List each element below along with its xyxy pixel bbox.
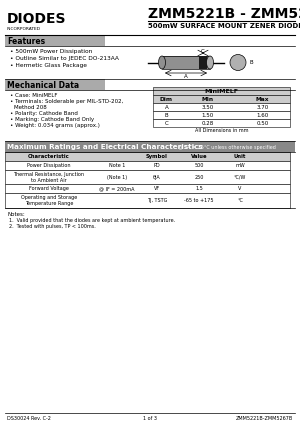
Bar [5, 184, 290, 193]
Text: ZMM5221B - ZMM5267B: ZMM5221B - ZMM5267B [148, 7, 300, 21]
Text: Maximum Ratings and Electrical Characteristics: Maximum Ratings and Electrical Character… [7, 144, 203, 150]
Text: @ TA = 25°C unless otherwise specified: @ TA = 25°C unless otherwise specified [178, 144, 276, 150]
Text: Notes:: Notes: [7, 212, 25, 217]
Text: Forward Voltage: Forward Voltage [29, 187, 69, 191]
Text: Operating and Storage: Operating and Storage [21, 195, 77, 200]
Text: θJA: θJA [153, 175, 161, 180]
Text: V: V [238, 187, 242, 191]
Text: 1.  Valid provided that the diodes are kept at ambient temperature.: 1. Valid provided that the diodes are ke… [9, 218, 175, 223]
Text: Thermal Resistance, Junction: Thermal Resistance, Junction [14, 172, 85, 177]
Text: • Outline Similar to JEDEC DO-213AA: • Outline Similar to JEDEC DO-213AA [10, 56, 119, 60]
Text: • Case: MiniMELF: • Case: MiniMELF [10, 93, 58, 97]
Text: • Weight: 0.034 grams (approx.): • Weight: 0.034 grams (approx.) [10, 122, 100, 128]
Text: • Terminals: Solderable per MIL-STD-202,: • Terminals: Solderable per MIL-STD-202, [10, 99, 123, 104]
Text: B: B [165, 113, 168, 117]
Text: 250: 250 [194, 175, 204, 180]
Bar [153, 95, 290, 103]
Text: 1.50: 1.50 [201, 113, 214, 117]
Circle shape [230, 54, 246, 71]
Text: (Note 1): (Note 1) [107, 175, 127, 180]
Bar [153, 103, 290, 111]
Text: Symbol: Symbol [146, 154, 168, 159]
Ellipse shape [158, 56, 166, 69]
Text: 0.50: 0.50 [256, 121, 268, 125]
Text: MiniMELF: MiniMELF [205, 88, 239, 94]
Bar [5, 79, 105, 90]
Text: INCORPORATED: INCORPORATED [7, 27, 41, 31]
Bar [5, 152, 290, 161]
Text: Method 208: Method 208 [14, 105, 47, 110]
Bar [5, 35, 105, 46]
Text: Max: Max [256, 96, 269, 102]
Text: Power Dissipation: Power Dissipation [27, 163, 71, 168]
Text: A: A [184, 74, 188, 79]
Text: Characteristic: Characteristic [28, 154, 70, 159]
Text: 3.50: 3.50 [201, 105, 214, 110]
Bar [5, 170, 290, 184]
Text: Unit: Unit [234, 154, 246, 159]
Text: °C: °C [237, 198, 243, 203]
Text: C: C [165, 121, 168, 125]
Ellipse shape [206, 56, 214, 69]
Bar [5, 141, 295, 152]
Bar [153, 111, 290, 119]
Text: • Marking: Cathode Band Only: • Marking: Cathode Band Only [10, 116, 94, 122]
Text: to Ambient Air: to Ambient Air [31, 178, 67, 183]
Text: Note 1: Note 1 [109, 163, 125, 168]
Text: • 500mW Power Dissipation: • 500mW Power Dissipation [10, 48, 92, 54]
Text: B: B [249, 60, 253, 65]
Text: A: A [165, 105, 168, 110]
Text: @ IF = 200mA: @ IF = 200mA [99, 187, 135, 191]
Bar [199, 56, 207, 69]
Text: 1.5: 1.5 [195, 187, 203, 191]
Text: PD: PD [154, 163, 160, 168]
Text: Mechanical Data: Mechanical Data [7, 80, 79, 90]
Bar [153, 87, 290, 95]
Text: 3.70: 3.70 [256, 105, 268, 110]
Text: TJ, TSTG: TJ, TSTG [147, 198, 167, 203]
Text: mW: mW [235, 163, 245, 168]
Text: • Polarity: Cathode Band: • Polarity: Cathode Band [10, 110, 78, 116]
Text: VF: VF [154, 187, 160, 191]
Text: Temperature Range: Temperature Range [25, 201, 73, 206]
Text: Features: Features [7, 37, 45, 45]
Text: 1 of 3: 1 of 3 [143, 416, 157, 420]
Bar [5, 193, 290, 208]
Text: 1.60: 1.60 [256, 113, 268, 117]
Text: DIODES: DIODES [7, 12, 67, 26]
Text: °C/W: °C/W [234, 175, 246, 180]
Text: Value: Value [191, 154, 207, 159]
Text: • Hermetic Glass Package: • Hermetic Glass Package [10, 62, 87, 68]
Bar [5, 161, 290, 170]
Text: 500mW SURFACE MOUNT ZENER DIODE: 500mW SURFACE MOUNT ZENER DIODE [148, 23, 300, 29]
Text: DS30024 Rev. C-2: DS30024 Rev. C-2 [7, 416, 51, 420]
Bar [153, 119, 290, 127]
Text: 0.28: 0.28 [201, 121, 214, 125]
Text: 500: 500 [194, 163, 204, 168]
Text: Min: Min [201, 96, 214, 102]
Bar [162, 56, 210, 69]
Text: -65 to +175: -65 to +175 [184, 198, 214, 203]
Text: Dim: Dim [160, 96, 173, 102]
Text: All Dimensions in mm: All Dimensions in mm [195, 128, 248, 133]
Text: ZMM5221B-ZMM5267B: ZMM5221B-ZMM5267B [236, 416, 293, 420]
Text: C: C [201, 48, 205, 54]
Text: 2.  Tested with pulses, TP < 100ms.: 2. Tested with pulses, TP < 100ms. [9, 224, 96, 230]
